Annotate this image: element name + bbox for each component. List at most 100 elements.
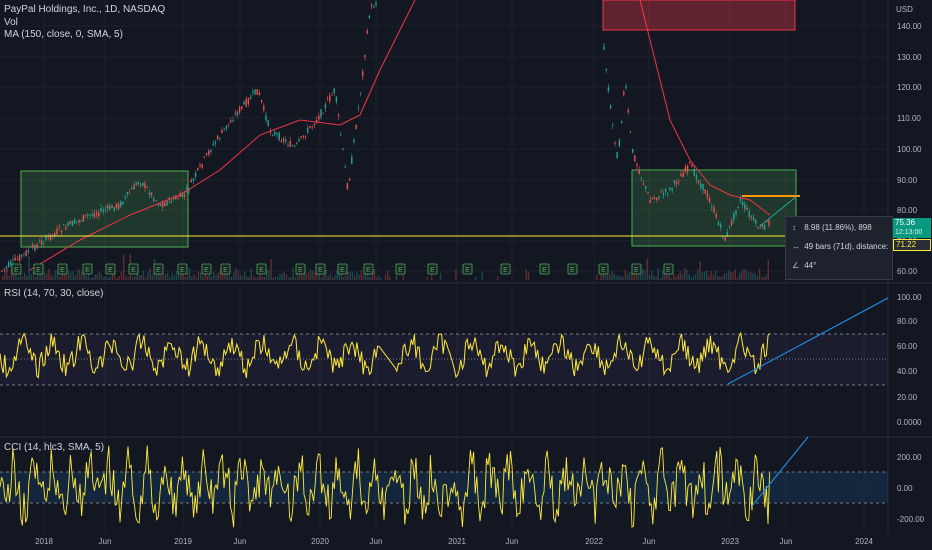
symbol-title: PayPal Holdings, Inc., 1D, NASDAQ <box>4 4 166 15</box>
hline-price-tag: 71.22 <box>893 239 931 251</box>
volume-bar <box>646 258 648 280</box>
volume-bar <box>167 272 169 280</box>
price-candle <box>282 138 285 142</box>
volume-bar <box>622 276 624 280</box>
price-candle <box>640 177 643 179</box>
volume-bar <box>83 272 85 280</box>
volume-bar <box>362 274 365 280</box>
volume-bar <box>259 271 261 280</box>
volume-bar <box>74 274 76 280</box>
volume-bar <box>17 276 19 280</box>
price-candle <box>84 214 87 216</box>
price-candle <box>18 254 21 262</box>
time-tick-label: 2022 <box>585 537 603 546</box>
volume-bar <box>338 270 340 280</box>
price-candle <box>199 164 201 167</box>
price-candle <box>623 92 625 95</box>
price-candle <box>10 261 12 266</box>
volume-bar <box>169 277 171 280</box>
volume-bar <box>734 269 736 280</box>
price-candle <box>768 220 770 226</box>
price-candle <box>684 166 687 172</box>
volume-bar <box>596 274 598 280</box>
cci-indicator-label: CCI (14, hlc3, SMA, 5) <box>4 442 105 453</box>
price-candle <box>315 120 318 122</box>
volume-bar <box>721 276 723 280</box>
price-candle <box>708 198 711 203</box>
volume-bar <box>272 277 274 280</box>
volume-bar <box>186 273 189 280</box>
volume-label: Vol <box>4 17 18 28</box>
volume-bar <box>739 272 741 280</box>
price-candle <box>673 180 676 184</box>
price-candle <box>346 183 349 189</box>
time-tick-label: 2023 <box>721 537 739 546</box>
earnings-marker: E <box>363 263 374 275</box>
price-candle <box>230 120 232 123</box>
volume-bar <box>743 268 745 280</box>
volume-bar <box>193 274 195 280</box>
cci-tick-label: 0.00 <box>897 484 913 493</box>
price-candle <box>241 106 243 109</box>
rsi-tick-label: 100.00 <box>897 293 922 302</box>
price-tick-label: 80.00 <box>897 206 918 215</box>
price-candle <box>326 99 329 101</box>
price-candle <box>274 131 276 135</box>
price-candle <box>54 233 56 237</box>
earnings-badge <box>427 263 438 275</box>
price-candle <box>333 88 335 94</box>
price-candle <box>649 200 651 204</box>
red-range-box <box>602 0 796 31</box>
volume-bar <box>367 272 369 280</box>
earnings-letter: E <box>318 267 323 274</box>
volume-bar <box>4 270 6 280</box>
price-candle <box>245 98 247 107</box>
volume-bar <box>695 274 697 280</box>
volume-bar <box>706 270 708 280</box>
price-candle <box>106 205 109 209</box>
volume-bar <box>191 276 193 280</box>
volume-bar <box>327 276 329 280</box>
price-candle <box>607 87 610 92</box>
price-candle <box>627 109 629 113</box>
earnings-letter: E <box>298 267 303 274</box>
price-candle <box>362 71 364 77</box>
rsi-line <box>0 331 770 379</box>
earnings-marker: E <box>201 263 212 275</box>
price-candle <box>364 55 366 58</box>
volume-bar <box>754 272 756 280</box>
volume-bar <box>351 271 354 280</box>
volume-bar <box>651 270 653 280</box>
price-candle <box>656 197 658 201</box>
price-candle <box>144 183 146 189</box>
earnings-letter: E <box>666 267 671 274</box>
volume-bar <box>54 270 57 280</box>
volume-bar <box>266 269 268 280</box>
volume-bar <box>131 276 134 280</box>
volume-bar <box>316 270 318 280</box>
price-candle <box>359 92 362 94</box>
volume-bar <box>285 274 288 280</box>
volume-bar <box>116 277 118 280</box>
earnings-marker: E <box>256 263 267 275</box>
measure-angle: 44° <box>804 261 817 270</box>
volume-bar <box>96 273 98 280</box>
price-candle <box>197 168 199 170</box>
volume-bar <box>241 276 244 280</box>
volume-bar <box>640 273 642 280</box>
volume-bar <box>288 277 290 280</box>
price-candle <box>234 113 236 114</box>
volume-bar <box>224 273 226 280</box>
price-candle <box>216 136 219 140</box>
volume-bar <box>631 272 633 280</box>
price-candle <box>291 145 294 147</box>
volume-bar <box>105 276 107 280</box>
earnings-marker: E <box>567 263 578 275</box>
earnings-letter: E <box>340 267 345 274</box>
volume-bar <box>21 275 24 280</box>
time-tick-label: 2019 <box>174 537 192 546</box>
volume-bar <box>65 272 68 280</box>
earnings-badge <box>128 263 139 275</box>
